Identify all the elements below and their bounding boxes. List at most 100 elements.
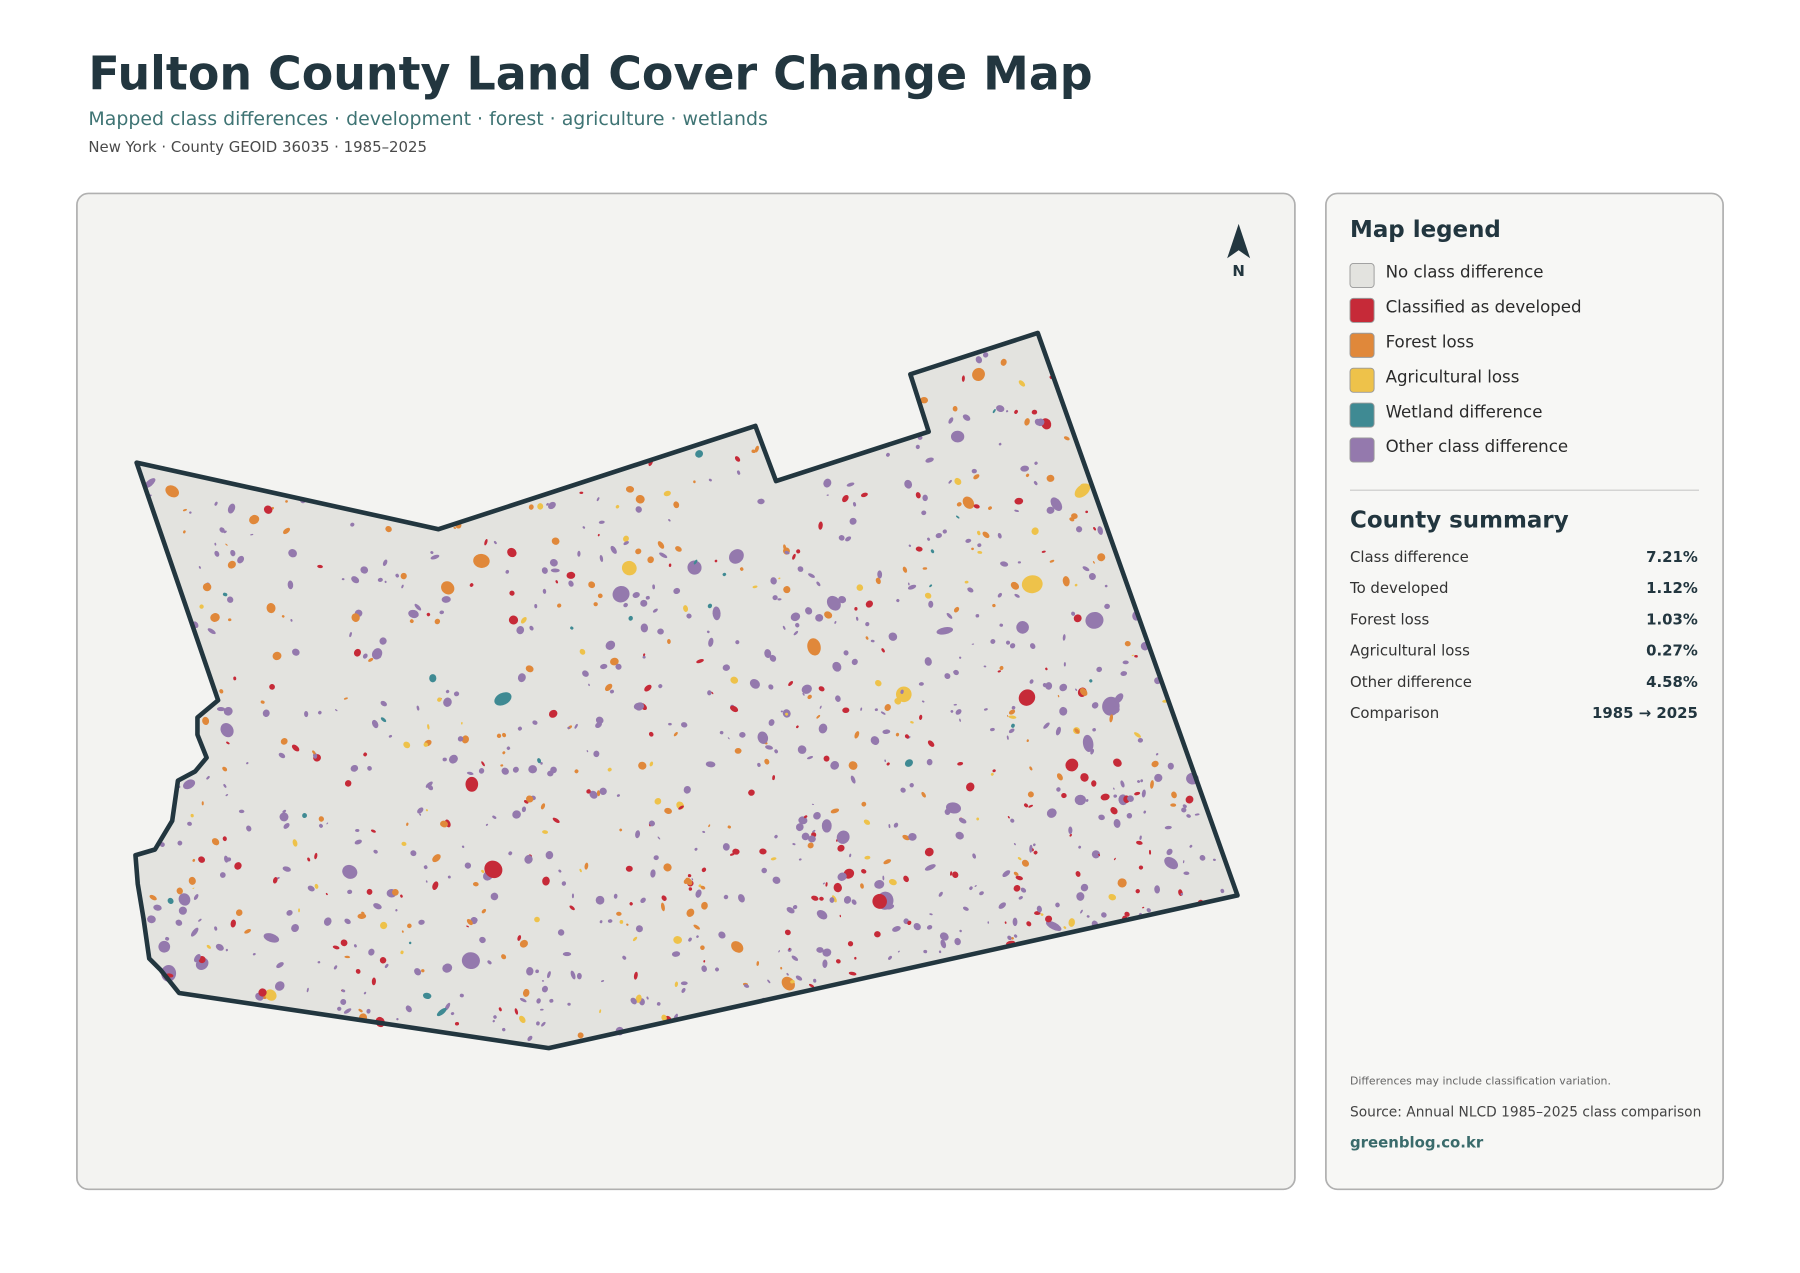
change-patch — [698, 884, 702, 888]
change-patch — [207, 628, 216, 635]
change-patch — [547, 971, 551, 979]
change-patch — [797, 566, 804, 572]
change-patch — [718, 931, 726, 939]
change-patch — [823, 755, 830, 762]
change-patch — [992, 769, 996, 773]
change-patch — [687, 560, 702, 575]
meta: New York · County GEOID 36035 · 1985–202… — [88, 138, 427, 156]
change-patch — [1091, 702, 1099, 709]
change-patch — [282, 866, 291, 872]
change-patch — [770, 577, 777, 585]
change-patch — [657, 628, 664, 635]
change-patch — [826, 595, 841, 611]
change-patch — [536, 998, 541, 1004]
change-patch — [882, 875, 885, 881]
change-patch — [1045, 920, 1062, 931]
change-patch — [673, 731, 678, 737]
change-patch — [599, 787, 607, 795]
change-patch — [400, 950, 404, 955]
change-patch — [801, 832, 810, 841]
change-patch — [377, 577, 383, 582]
change-patch — [1085, 611, 1104, 629]
change-patch — [998, 442, 1002, 446]
change-patch — [1076, 892, 1085, 901]
change-patch — [640, 897, 646, 904]
change-patch — [537, 758, 542, 764]
change-patch — [922, 494, 928, 502]
change-patch — [628, 615, 633, 621]
change-patch — [353, 944, 357, 948]
change-patch — [579, 868, 582, 873]
change-patch — [422, 992, 432, 1000]
change-patch — [582, 526, 586, 529]
change-patch — [795, 622, 800, 628]
legend-label: Forest loss — [1386, 333, 1474, 352]
change-patch — [469, 583, 474, 587]
change-patch — [1027, 791, 1034, 798]
change-patch — [1059, 706, 1068, 716]
change-patch — [1013, 885, 1021, 892]
change-patch — [366, 888, 373, 895]
change-patch — [973, 474, 980, 480]
change-patch — [952, 871, 959, 879]
change-patch — [570, 970, 576, 980]
change-patch — [1134, 655, 1138, 658]
change-patch — [1194, 813, 1200, 816]
change-patch — [479, 936, 486, 944]
change-patch — [652, 608, 658, 613]
change-patch — [429, 674, 437, 683]
change-patch — [379, 637, 387, 645]
change-patch — [555, 580, 559, 584]
change-patch — [660, 902, 665, 912]
change-patch — [965, 538, 972, 543]
change-patch — [973, 504, 980, 509]
change-patch — [635, 506, 642, 513]
change-patch — [673, 936, 682, 944]
change-patch — [1080, 773, 1089, 782]
change-patch — [1140, 779, 1144, 783]
change-patch — [341, 989, 346, 993]
change-patch — [237, 555, 245, 564]
change-patch — [484, 539, 488, 546]
change-patch — [962, 906, 969, 911]
change-patch — [211, 838, 220, 846]
change-patch — [688, 887, 693, 891]
change-patch — [865, 600, 873, 608]
change-patch — [955, 831, 964, 840]
change-patch — [448, 754, 458, 764]
change-patch — [621, 593, 624, 597]
change-patch — [693, 924, 700, 930]
change-patch — [826, 494, 829, 496]
change-patch — [1164, 825, 1172, 830]
change-patch — [395, 909, 398, 912]
change-patch — [220, 722, 234, 738]
change-patch — [756, 961, 760, 966]
change-patch — [527, 1035, 533, 1042]
change-patch — [595, 721, 602, 729]
change-patch — [360, 566, 369, 574]
change-patch — [1075, 688, 1078, 691]
change-patch — [997, 670, 1001, 673]
credit[interactable]: greenblog.co.kr — [1350, 1133, 1484, 1151]
change-patch — [877, 570, 883, 579]
change-patch — [910, 721, 914, 724]
change-patch — [656, 1002, 661, 1006]
change-patch — [1085, 799, 1089, 802]
change-patch — [780, 710, 784, 713]
change-patch — [784, 929, 791, 936]
change-patch — [1050, 497, 1063, 511]
change-patch — [918, 682, 924, 686]
change-patch — [702, 830, 706, 834]
change-patch — [597, 593, 603, 599]
change-patch — [807, 842, 814, 849]
change-patch — [915, 444, 920, 450]
change-patch — [370, 829, 376, 833]
title: Fulton County Land Cover Change Map — [88, 46, 1092, 100]
change-patch — [808, 573, 815, 578]
change-patch — [512, 766, 519, 773]
change-patch — [366, 1008, 371, 1014]
change-patch — [796, 725, 799, 729]
change-patch — [1008, 709, 1016, 715]
change-patch — [818, 686, 825, 692]
change-patch — [940, 939, 947, 949]
